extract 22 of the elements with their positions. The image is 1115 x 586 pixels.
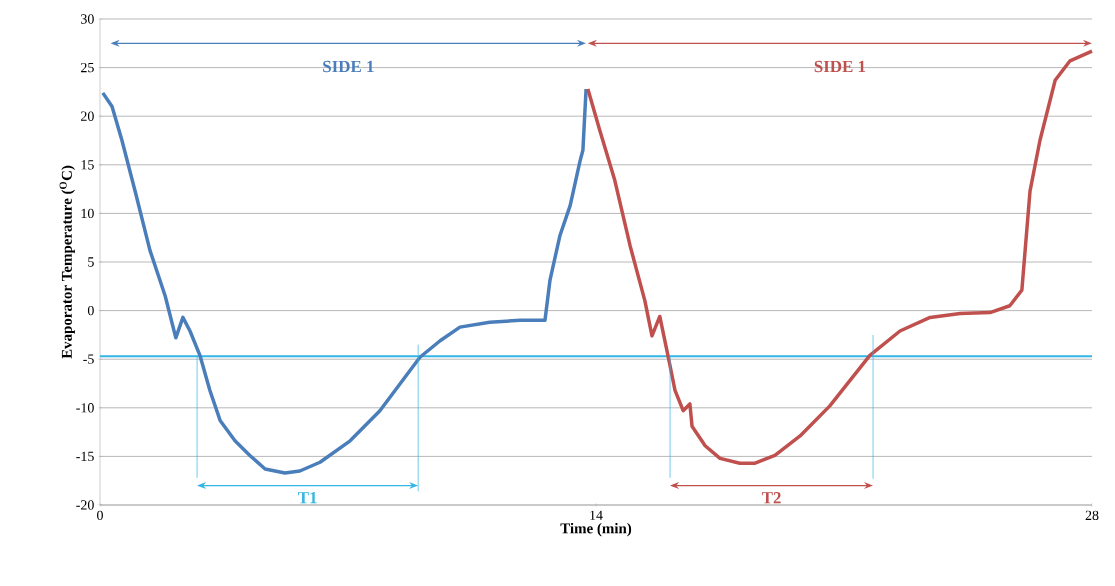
y-tick-label: 10 — [81, 208, 94, 219]
annotation: SIDE 1 — [323, 60, 374, 73]
y-axis-title: Evaporator Temperature ($^{O}$C) — [59, 165, 75, 359]
x-tick-label: 0 — [97, 510, 103, 521]
annotation: T2 — [761, 492, 781, 504]
line-series — [101, 87, 588, 475]
x-tick-label: 28 — [1085, 510, 1099, 521]
annotation: SIDE 1 — [814, 60, 866, 73]
y-tick-label: 30 — [81, 14, 94, 24]
y-tick-label: -15 — [76, 451, 94, 462]
annotation: T1 — [298, 492, 317, 504]
line-series — [586, 49, 1094, 465]
y-tick-label: 25 — [81, 62, 94, 73]
y-tick-label: 15 — [81, 160, 94, 170]
y-tick-label: -10 — [76, 403, 94, 413]
y-tick-label: -5 — [83, 354, 94, 364]
y-tick-label: 20 — [81, 111, 94, 121]
y-tick-label: -20 — [76, 500, 94, 510]
x-axis-title: Time (min) — [560, 522, 632, 537]
y-tick-label: 0 — [87, 305, 94, 316]
y-tick-label: 5 — [88, 257, 94, 267]
x-tick-label: 14 — [590, 510, 603, 520]
